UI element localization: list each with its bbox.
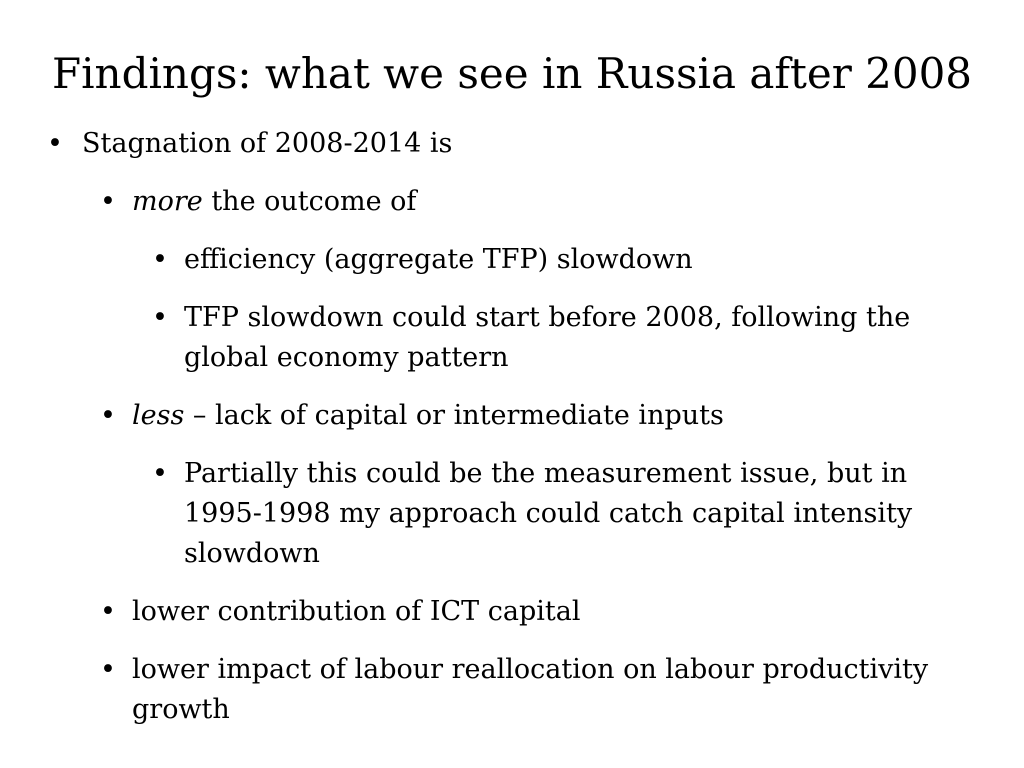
bullet-item: • lower contribution of ICT capital [0, 592, 1024, 632]
bullet-item: • Stagnation of 2008-2014 is [0, 124, 1024, 164]
bullet-text: the outcome of [202, 186, 417, 217]
slide-title: Findings: what we see in Russia after 20… [51, 49, 973, 98]
bullet-emphasis: less [132, 400, 185, 431]
bullet-text: efficiency (aggregate TFP) slowdown [184, 244, 693, 275]
bullet-emphasis: more [132, 186, 203, 217]
bullet-text: lower contribution of ICT capital [132, 596, 581, 627]
bullet-item: • less – lack of capital or intermediate… [0, 396, 1024, 436]
bullet-text: Stagnation of 2008-2014 is [82, 128, 453, 159]
bullet-list: • Stagnation of 2008-2014 is • more the … [0, 124, 1024, 748]
bullet-item: • lower impact of labour reallocation on… [0, 650, 1024, 730]
bullet-icon: • [100, 400, 116, 431]
bullet-icon: • [152, 302, 168, 333]
bullet-icon: • [100, 596, 116, 627]
bullet-item: • efficiency (aggregate TFP) slowdown [0, 240, 1024, 280]
bullet-icon: • [152, 244, 168, 275]
bullet-icon: • [47, 128, 63, 159]
bullet-item: • Partially this could be the measuremen… [0, 454, 1024, 574]
bullet-text: Partially this could be the measurement … [184, 458, 913, 569]
bullet-text: – lack of capital or intermediate inputs [184, 400, 724, 431]
bullet-item: • TFP slowdown could start before 2008, … [0, 298, 1024, 378]
bullet-icon: • [100, 654, 116, 685]
bullet-item: • more the outcome of [0, 182, 1024, 222]
bullet-text: lower impact of labour reallocation on l… [132, 654, 929, 725]
bullet-icon: • [152, 458, 168, 489]
bullet-icon: • [100, 186, 116, 217]
bullet-text: TFP slowdown could start before 2008, fo… [184, 302, 911, 373]
